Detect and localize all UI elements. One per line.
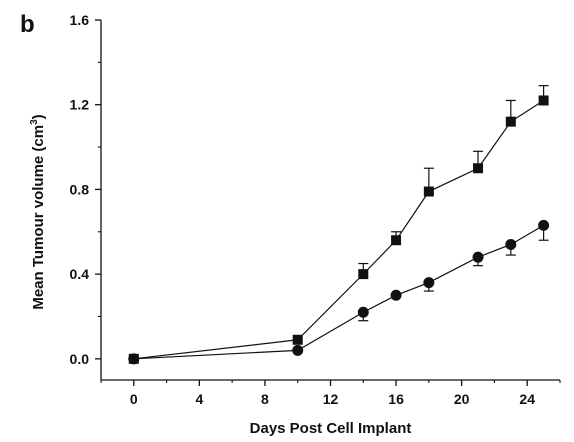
data-point-circle <box>390 289 402 301</box>
data-point-circle <box>505 238 517 250</box>
series-circle <box>128 219 550 365</box>
data-point-square <box>505 116 516 127</box>
y-tick-label: 0.4 <box>70 266 90 282</box>
x-axis-title: Days Post Cell Implant <box>250 420 412 437</box>
data-point-circle <box>472 251 484 263</box>
y-tick-label: 1.2 <box>70 97 90 113</box>
series-square <box>128 85 549 364</box>
y-tick-label: 1.6 <box>70 12 90 28</box>
y-axis-title-superscript: 3 <box>29 119 40 125</box>
x-tick-label: 0 <box>130 391 138 407</box>
data-point-square <box>292 334 303 345</box>
data-point-circle <box>128 353 140 365</box>
x-tick-label: 20 <box>454 391 470 407</box>
x-tick-label: 24 <box>519 391 535 407</box>
y-axis-title: Mean Tumour volume (cm3) <box>29 114 47 309</box>
data-point-circle <box>357 306 369 318</box>
data-point-circle <box>538 219 550 231</box>
data-point-circle <box>423 277 435 289</box>
series-line <box>133 99 544 360</box>
y-axis-title-main: Mean Tumour volume (cm <box>30 125 47 310</box>
data-point-square <box>423 186 434 197</box>
x-tick-label: 4 <box>195 391 203 407</box>
x-tick-label: 16 <box>388 391 404 407</box>
data-point-square <box>391 235 402 246</box>
series-layer <box>128 85 550 365</box>
x-axis-ticks: 0 4 8 12 16 20 24 <box>100 380 561 407</box>
data-point-square <box>358 269 369 280</box>
x-tick-label: 8 <box>261 391 269 407</box>
y-tick-label: 0.8 <box>70 181 90 197</box>
panel-label: b <box>20 11 35 38</box>
x-tick-label: 12 <box>323 391 339 407</box>
y-axis-ticks: 0.0 0.4 0.8 1.2 1.6 <box>70 12 101 367</box>
series-line <box>133 224 544 360</box>
y-tick-label: 0.0 <box>70 351 90 367</box>
data-point-square <box>473 163 484 174</box>
data-point-circle <box>292 344 304 356</box>
data-point-square <box>538 95 549 106</box>
y-axis-title-suffix: ) <box>30 114 47 119</box>
